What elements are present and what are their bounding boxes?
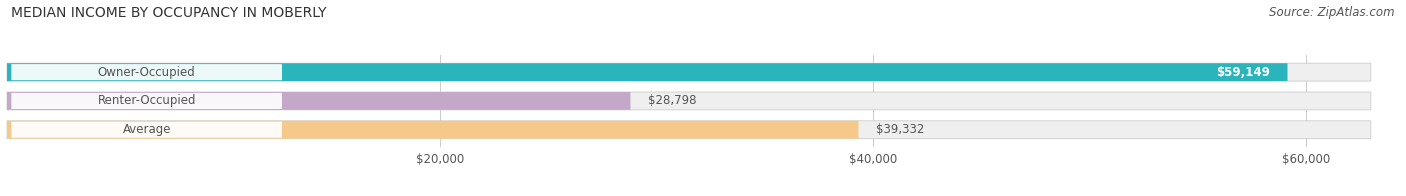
FancyBboxPatch shape [11,93,283,109]
FancyBboxPatch shape [7,121,859,139]
FancyBboxPatch shape [7,92,1371,110]
Text: Renter-Occupied: Renter-Occupied [97,94,195,107]
Text: $59,149: $59,149 [1216,66,1270,79]
Text: MEDIAN INCOME BY OCCUPANCY IN MOBERLY: MEDIAN INCOME BY OCCUPANCY IN MOBERLY [11,6,326,20]
FancyBboxPatch shape [7,63,1371,81]
FancyBboxPatch shape [11,64,283,80]
FancyBboxPatch shape [11,122,283,138]
FancyBboxPatch shape [7,121,1371,139]
Text: Average: Average [122,123,172,136]
Text: Owner-Occupied: Owner-Occupied [98,66,195,79]
FancyBboxPatch shape [7,92,630,110]
Text: $39,332: $39,332 [876,123,924,136]
Text: Source: ZipAtlas.com: Source: ZipAtlas.com [1270,6,1395,19]
Text: $28,798: $28,798 [648,94,696,107]
FancyBboxPatch shape [7,63,1288,81]
